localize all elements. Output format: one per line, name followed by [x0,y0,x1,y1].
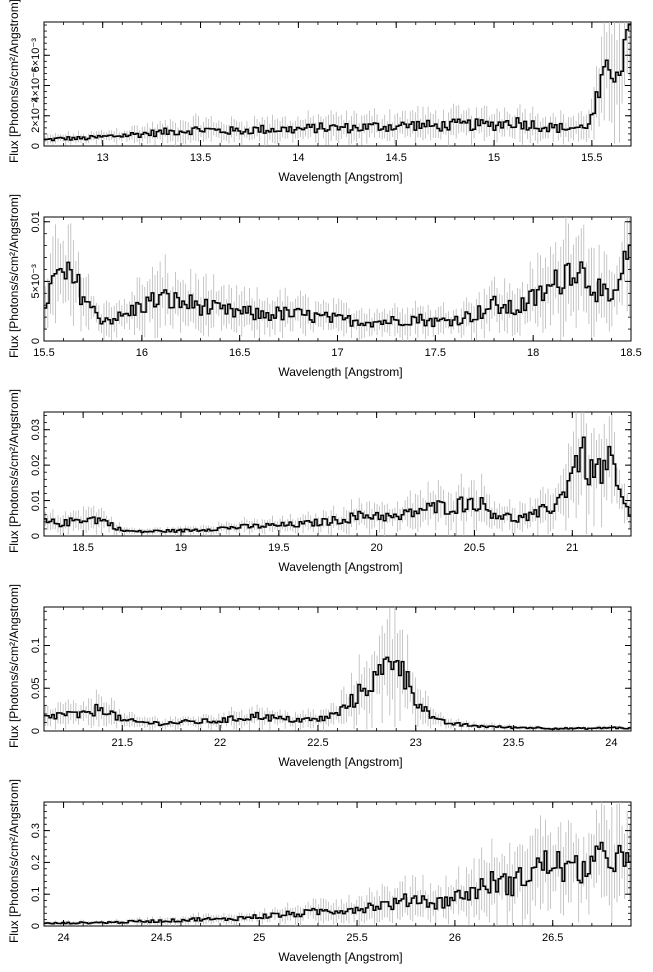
y-tick-label: 6×10⁻³ [30,38,42,73]
y-tick-label: 0.2 [30,855,42,870]
x-tick-label: 21.5 [112,737,133,749]
spectrum-line [44,841,631,925]
y-tick-label: 0.1 [30,887,42,902]
x-tick-label: 16.5 [229,347,250,359]
spectrum-line [44,244,631,328]
y-tick-label: 0.1 [30,638,42,653]
x-tick-label: 21 [566,542,578,554]
x-tick-label: 24 [605,737,617,749]
x-tick-label: 18.5 [72,542,93,554]
y-tick-label: 0 [30,143,42,149]
x-tick-label: 26 [449,932,461,944]
y-tick-label: 5×10⁻³ [30,264,42,299]
y-tick-label: 0 [30,533,42,539]
y-axis-title: Flux [Photons/s/cm²/Angstrom] [7,0,21,163]
y-axis-title: Flux [Photons/s/cm²/Angstrom] [7,584,21,748]
x-tick-label: 13 [97,152,109,164]
y-tick-label: 0.03 [30,419,42,440]
x-axis-title: Wavelength [Angstrom] [278,950,402,964]
x-tick-label: 19.5 [268,542,289,554]
x-axis-title: Wavelength [Angstrom] [278,560,402,574]
panel-2: 15.5 16 16.5 17 17.5 18 18.5 0 5×10⁻³ 0.01 Wavelen… [7,194,642,379]
x-tick-label: 19 [175,542,187,554]
y-axis-title: Flux [Photons/s/cm²/Angstrom] [7,779,21,943]
x-tick-label: 16 [136,347,148,359]
y-tick-label: 0.01 [30,211,42,232]
x-tick-label: 24 [57,932,69,944]
x-tick-label: 25 [253,932,265,944]
x-tick-label: 24.5 [151,932,172,944]
x-tick-label: 14 [292,152,304,164]
x-tick-label: 18 [527,347,539,359]
x-axis-title: Wavelength [Angstrom] [278,170,402,184]
y-axis-title: Flux [Photons/s/cm²/Angstrom] [7,389,21,553]
y-tick-label: 0.02 [30,454,42,475]
x-tick-label: 13.5 [190,152,211,164]
spectrum-line [44,656,631,730]
panel-4: 21.5 22 22.5 23 23.5 24 0 0.05 0.1 Wavelength [An… [7,584,632,769]
x-tick-label: 25.5 [346,932,367,944]
y-tick-label: 0 [30,338,42,344]
panel-3: 18.5 19 19.5 20 20.5 21 0 0.01 0.02 0.03 Wavelengt… [7,389,632,574]
spectrum-line [44,436,631,534]
panel-5: 24 24.5 25 25.5 26 26.5 0 0.1 0.2 0.3 Wavelength [… [7,779,632,964]
x-tick-label: 22.5 [307,737,328,749]
y-tick-label: 2×10⁻³ [30,98,42,133]
x-tick-label: 22 [214,737,226,749]
x-tick-label: 17.5 [425,347,446,359]
y-tick-label: 0 [30,923,42,929]
x-tick-label: 20 [371,542,383,554]
x-tick-label: 23 [410,737,422,749]
y-tick-label: 0.05 [30,678,42,699]
y-axis-title: Flux [Photons/s/cm²/Angstrom] [7,194,21,358]
x-tick-label: 14.5 [385,152,406,164]
y-tick-label: 0.01 [30,490,42,511]
x-tick-label: 20.5 [464,542,485,554]
x-tick-label: 17 [331,347,343,359]
y-tick-label: 0 [30,728,42,734]
x-axis-title: Wavelength [Angstrom] [278,755,402,769]
x-tick-label: 26.5 [542,932,563,944]
panel-1: 13 13.5 14 14.5 15 15.5 0 2×10⁻³4×10⁻³6×10⁻³ Wav… [7,0,632,184]
y-tick-label: 4×10⁻³ [30,68,42,103]
spectrum-line [44,23,631,142]
y-tick-label: 0.3 [30,823,42,838]
x-tick-label: 15 [488,152,500,164]
x-tick-label: 18.5 [620,347,641,359]
x-tick-label: 15.5 [581,152,602,164]
x-tick-label: 23.5 [503,737,524,749]
x-tick-label: 15.5 [33,347,54,359]
x-axis-title: Wavelength [Angstrom] [278,365,402,379]
